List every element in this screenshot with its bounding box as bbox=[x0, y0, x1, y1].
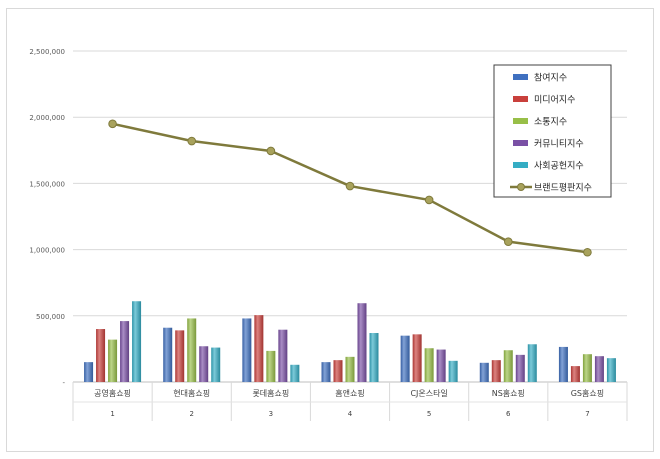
bar-3-1 bbox=[108, 339, 118, 382]
brand-index-point-5 bbox=[424, 195, 434, 205]
legend-label: 사회공헌지수 bbox=[534, 161, 584, 172]
category-label: CJ온스타일 bbox=[410, 389, 447, 398]
legend-marker bbox=[517, 183, 525, 191]
bar-1-6 bbox=[479, 362, 489, 382]
legend-swatch bbox=[513, 162, 528, 168]
bar-3-6 bbox=[503, 350, 513, 382]
bar-5-2 bbox=[211, 347, 221, 382]
bar-2-3 bbox=[254, 315, 264, 382]
chart-frame: - 500,000 1,000,000 1,500,000 2,000,000 2,500… bbox=[6, 8, 654, 452]
bar-1-2 bbox=[163, 327, 173, 382]
bar-2-4 bbox=[333, 360, 343, 382]
category-label: 홈앤쇼핑 bbox=[335, 388, 364, 398]
bar-3-3 bbox=[266, 350, 276, 382]
y-tick-label: 500,000 bbox=[36, 313, 65, 321]
bar-1-7 bbox=[558, 346, 568, 382]
bar-5-3 bbox=[290, 364, 300, 382]
brand-index-point-1 bbox=[108, 119, 117, 129]
rank-label: 4 bbox=[348, 410, 353, 418]
rank-label: 6 bbox=[506, 410, 511, 418]
bar-2-2 bbox=[175, 330, 185, 382]
bar-2-7 bbox=[570, 366, 580, 382]
bar-3-4 bbox=[345, 356, 355, 382]
rank-label: 5 bbox=[427, 410, 431, 418]
legend-label: 미디어지수 bbox=[534, 95, 575, 106]
legend-label: 참여지수 bbox=[534, 72, 567, 84]
bar-1-3 bbox=[242, 318, 252, 382]
y-tick-label: 1,500,000 bbox=[29, 180, 65, 188]
rank-label: 3 bbox=[269, 410, 273, 418]
legend-swatch bbox=[513, 118, 528, 124]
legend-label: 브랜드평판지수 bbox=[534, 183, 592, 194]
x-axis-labels: 공영홈쇼핑 1 현대홈쇼핑 2 롯데홈쇼핑 3 홈앤쇼핑 4 CJ온스타일 5 NS홈쇼핑 6 GS홈쇼… bbox=[94, 388, 604, 418]
rank-label: 7 bbox=[585, 410, 589, 418]
bar-3-5 bbox=[424, 348, 434, 382]
legend-label: 커뮤니티지수 bbox=[534, 139, 584, 150]
bar-4-4 bbox=[357, 303, 367, 382]
bar-3-7 bbox=[582, 354, 592, 382]
y-tick-label: 2,000,000 bbox=[29, 114, 65, 122]
legend-swatch bbox=[513, 96, 528, 102]
brand-index-point-7 bbox=[583, 247, 592, 257]
y-tick-label: 1,000,000 bbox=[29, 247, 65, 255]
category-label: 현대홈쇼핑 bbox=[173, 388, 210, 398]
legend-swatch bbox=[513, 74, 528, 80]
legend-label: 소통지수 bbox=[534, 117, 567, 128]
bar-4-5 bbox=[436, 349, 446, 382]
brand-index-point-3 bbox=[266, 146, 276, 156]
bar-1-4 bbox=[321, 362, 331, 382]
bar-5-1 bbox=[132, 301, 142, 382]
bar-1-1 bbox=[84, 362, 94, 382]
rank-label: 1 bbox=[110, 410, 114, 418]
legend-swatch bbox=[513, 140, 528, 146]
category-label: 롯데홈쇼핑 bbox=[252, 388, 289, 398]
bar-5-6 bbox=[527, 344, 537, 382]
bar-1-5 bbox=[400, 335, 410, 382]
bar-5-7 bbox=[606, 358, 616, 382]
bar-5-5 bbox=[448, 360, 458, 382]
bar-2-6 bbox=[491, 360, 501, 382]
bar-4-2 bbox=[199, 346, 209, 382]
category-label: NS홈쇼핑 bbox=[492, 388, 525, 398]
bar-2-5 bbox=[412, 334, 422, 382]
brand-index-point-6 bbox=[503, 237, 513, 246]
rank-label: 2 bbox=[189, 410, 193, 418]
category-label: 공영홈쇼핑 bbox=[94, 388, 131, 398]
brand-index-point-4 bbox=[345, 181, 355, 191]
bar-4-3 bbox=[278, 329, 288, 382]
legend-box bbox=[493, 64, 612, 198]
category-label: GS홈쇼핑 bbox=[571, 388, 604, 398]
bar-2-1 bbox=[96, 329, 106, 382]
bar-4-1 bbox=[120, 321, 130, 382]
brand-line bbox=[108, 119, 592, 257]
y-tick-label: - bbox=[62, 379, 65, 387]
bar-4-7 bbox=[594, 356, 604, 382]
y-tick-label: 2,500,000 bbox=[29, 48, 65, 56]
bars bbox=[84, 301, 616, 382]
bar-4-6 bbox=[515, 354, 525, 382]
chart-svg: - 500,000 1,000,000 1,500,000 2,000,000 2,500… bbox=[29, 48, 628, 421]
brand-index-point-2 bbox=[187, 136, 197, 146]
bar-3-2 bbox=[187, 318, 197, 382]
y-axis-ticks: - 500,000 1,000,000 1,500,000 2,000,000 2,500… bbox=[29, 48, 65, 387]
bar-5-4 bbox=[369, 333, 379, 382]
